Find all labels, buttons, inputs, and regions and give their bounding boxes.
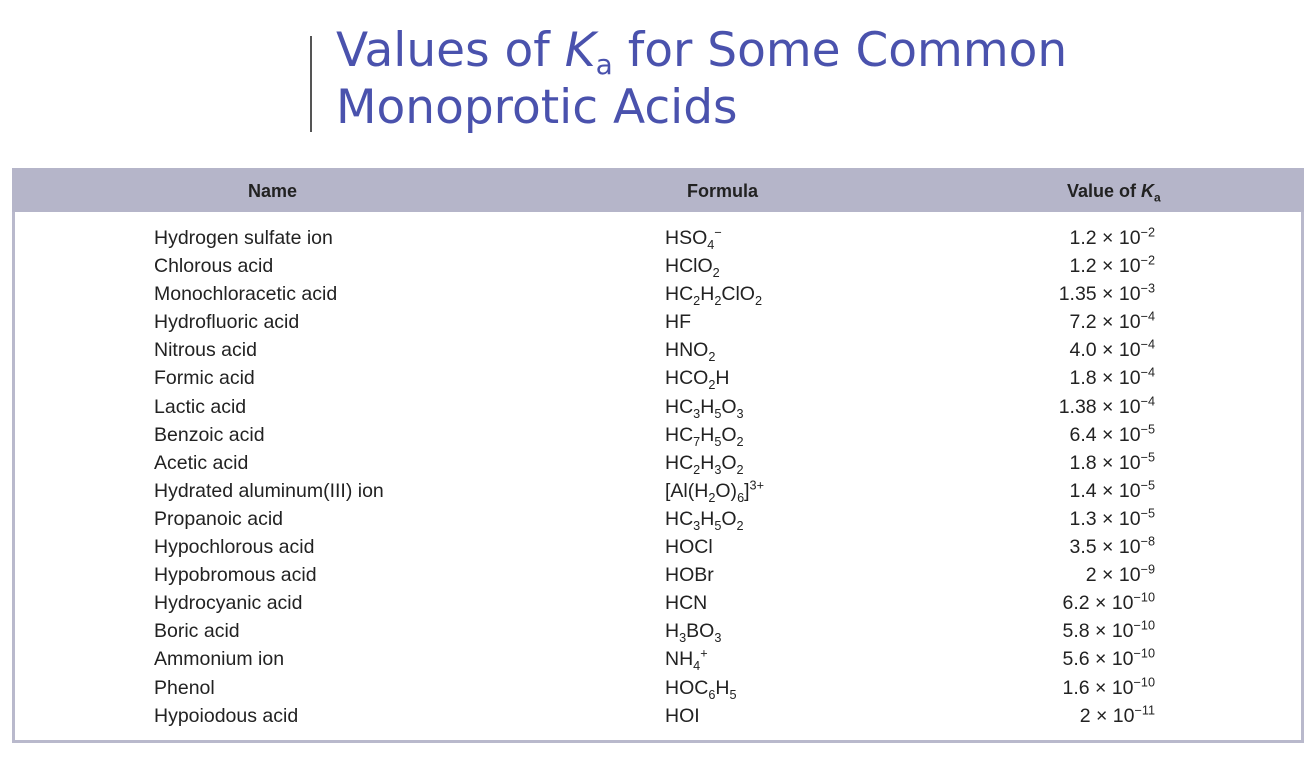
header-formula: Formula (687, 181, 759, 201)
acid-formula: H3BO3 (665, 620, 722, 646)
acid-name: Nitrous acid (154, 339, 257, 362)
table-row: Hydrocyanic acid HCN 6.2 × 10−10 (15, 589, 1301, 617)
acid-name: Hydrogen sulfate ion (154, 227, 333, 249)
acid-name: Formic acid (154, 367, 255, 390)
table-body: Hydrogen sulfate ion HSO4− 1.2 × 10−2 Chlor… (15, 224, 1301, 730)
acid-name: Acetic acid (154, 451, 249, 474)
table-row: Benzoic acid HC7H5O2 6.4 × 10−5 (15, 421, 1301, 449)
acid-name: Benzoic acid (154, 423, 265, 446)
acid-formula: HC7H5O2 (665, 423, 744, 449)
ka-value: 1.4 × 10−5 (1069, 478, 1155, 502)
table-header: Name Formula Value of Ka (12, 168, 1304, 212)
acid-name: Lactic acid (154, 395, 247, 418)
table-row: Acetic acid HC2H3O2 1.8 × 10−5 (15, 449, 1301, 477)
acid-formula: HOI (665, 704, 700, 727)
ka-value: 1.3 × 10−5 (1069, 506, 1155, 530)
acid-formula: NH4+ (665, 646, 708, 674)
table-row: Monochloracetic acid HC2H2ClO2 1.35 × 10−3 (15, 280, 1301, 308)
ka-value: 1.35 × 10−3 (1058, 281, 1155, 306)
ka-value: 1.8 × 10−4 (1069, 365, 1155, 390)
acid-formula: HOCl (665, 536, 713, 559)
ka-value: 1.2 × 10−2 (1069, 253, 1155, 278)
ka-value: 6.2 × 10−10 (1062, 590, 1156, 615)
ka-value: 1.2 × 10−2 (1069, 225, 1155, 249)
acid-name: Ammonium ion (154, 648, 285, 671)
ka-value: 6.4 × 10−5 (1069, 422, 1155, 446)
ka-value: 4.0 × 10−4 (1069, 337, 1155, 362)
acid-name: Propanoic acid (154, 507, 283, 530)
acid-name: Hydrocyanic acid (154, 592, 303, 615)
table-row: Boric acid H3BO3 5.8 × 10−10 (15, 617, 1301, 645)
acid-formula: HC3H5O2 (665, 507, 744, 533)
acid-formula: HSO4− (665, 225, 722, 252)
ka-value: 5.8 × 10−10 (1062, 618, 1156, 643)
title-rule (310, 36, 312, 132)
acid-formula: HCN (665, 592, 708, 615)
header-value: Value of Ka (1067, 181, 1161, 205)
header-name: Name (248, 181, 298, 201)
table-row: Propanoic acid HC3H5O2 1.3 × 10−5 (15, 505, 1301, 533)
acid-formula: HOC6H5 (665, 676, 737, 702)
table-row: Chlorous acid HClO2 1.2 × 10−2 (15, 252, 1301, 280)
ka-value: 2 × 10−9 (1085, 562, 1155, 587)
table-row: Phenol HOC6H5 1.6 × 10−10 (15, 674, 1301, 702)
table-row: Lactic acid HC3H5O3 1.38 × 10−4 (15, 393, 1301, 421)
table-row: Hydrogen sulfate ion HSO4− 1.2 × 10−2 (15, 224, 1301, 252)
ka-value: 7.2 × 10−4 (1069, 309, 1155, 334)
acid-formula: [Al(H2O)6]3+ (665, 478, 764, 505)
table-row: Formic acid HCO2H 1.8 × 10−4 (15, 364, 1301, 392)
acid-name: Phenol (154, 676, 215, 699)
table-row: Hydrofluoric acid HF 7.2 × 10−4 (15, 308, 1301, 336)
page-title: Values of Ka for Some Common Monoprotic … (336, 22, 1067, 136)
ka-table: Name Formula Value of Ka Hydrogen sulfat… (12, 168, 1304, 743)
acid-name: Monochloracetic acid (154, 283, 338, 306)
acid-formula: HC3H5O3 (665, 395, 744, 421)
title-k: K (564, 23, 596, 78)
ka-value: 1.8 × 10−5 (1069, 450, 1155, 474)
ka-value: 2 × 10−11 (1079, 703, 1155, 727)
acid-formula: HNO2 (665, 339, 716, 365)
acid-formula: HCO2H (665, 367, 730, 393)
title-sub-a: a (595, 48, 613, 81)
acid-formula: HC2H3O2 (665, 451, 744, 477)
table-row: Hypoiodous acid HOI 2 × 10−11 (15, 702, 1301, 730)
ka-value: 5.6 × 10−10 (1062, 646, 1156, 671)
title-text: for Some Common (612, 23, 1068, 78)
ka-value: 1.6 × 10−10 (1062, 675, 1156, 699)
acid-formula: HClO2 (665, 255, 720, 280)
title-text: Monoprotic Acids (336, 80, 738, 135)
table-row: Ammonium ion NH4+ 5.6 × 10−10 (15, 645, 1301, 673)
title-text: Values of (336, 23, 565, 78)
acid-name: Hypobromous acid (154, 564, 317, 587)
acid-formula: HOBr (665, 564, 714, 587)
table-row: Hypobromous acid HOBr 2 × 10−9 (15, 561, 1301, 589)
table-row: Hypochlorous acid HOCl 3.5 × 10−8 (15, 533, 1301, 561)
ka-value: 3.5 × 10−8 (1069, 534, 1155, 559)
table-row: Nitrous acid HNO2 4.0 × 10−4 (15, 336, 1301, 364)
ka-value: 1.38 × 10−4 (1058, 394, 1155, 418)
acid-name: Hypochlorous acid (154, 536, 315, 559)
table-row: Hydrated aluminum(III) ion [Al(H2O)6]3+ 1.… (15, 477, 1301, 505)
acid-name: Hydrated aluminum(III) ion (154, 479, 384, 502)
acid-name: Hypoiodous acid (154, 704, 299, 727)
acid-formula: HF (665, 311, 691, 334)
acid-name: Hydrofluoric acid (154, 311, 300, 334)
acid-formula: HC2H2ClO2 (665, 283, 762, 309)
acid-name: Boric acid (154, 620, 240, 643)
acid-name: Chlorous acid (154, 255, 274, 278)
